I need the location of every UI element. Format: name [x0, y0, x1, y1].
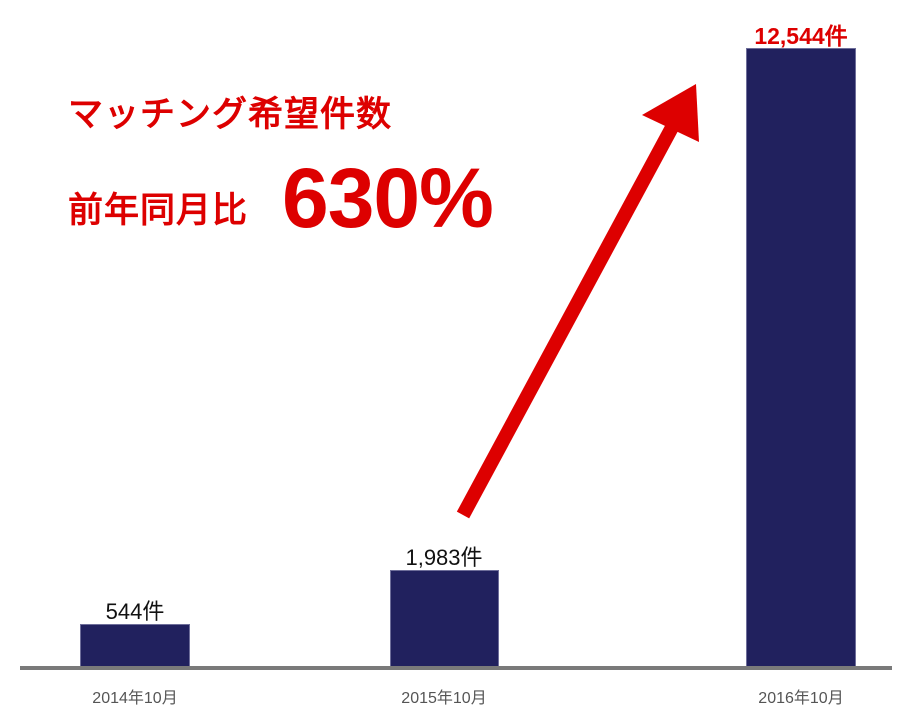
bar-value-label-highlight: 12,544件 — [754, 23, 848, 49]
bar-2016 — [746, 48, 856, 668]
bar-value-label: 544件 — [105, 599, 165, 624]
headline-percentage: 630% — [282, 151, 494, 245]
bar-2014 — [80, 624, 190, 668]
bar-value-label: 1,983件 — [405, 545, 483, 570]
x-axis-line — [20, 666, 892, 670]
headline-comparison-label: 前年同月比 — [68, 191, 249, 231]
x-axis-label: 2014年10月 — [92, 690, 178, 707]
bar-2015 — [390, 570, 499, 668]
x-axis-label: 2016年10月 — [758, 690, 844, 707]
x-axis-label: 2015年10月 — [401, 690, 487, 707]
headline-title: マッチング希望件数 — [68, 95, 393, 135]
